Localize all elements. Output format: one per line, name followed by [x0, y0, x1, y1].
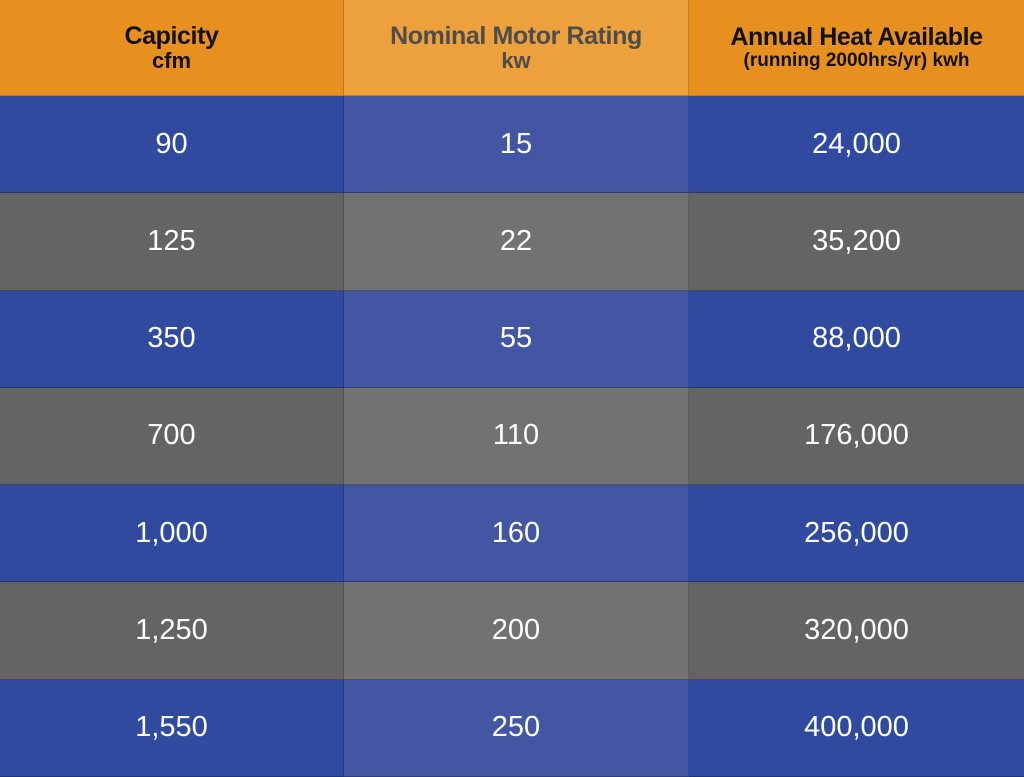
- cell-capacity: 90: [0, 96, 344, 194]
- header-annual-heat-label: Annual Heat Available: [730, 23, 983, 52]
- cell-annual-heat: 24,000: [689, 96, 1024, 194]
- cell-capacity: 1,550: [0, 679, 344, 777]
- header-motor-rating: Nominal Motor Rating kw: [344, 0, 689, 96]
- header-annual-heat: Annual Heat Available (running 2000hrs/y…: [689, 0, 1024, 96]
- cell-annual-heat: 35,200: [689, 193, 1024, 291]
- cell-annual-heat: 176,000: [689, 387, 1024, 486]
- cell-motor-rating: 55: [344, 290, 689, 388]
- header-capacity-label: Capicity: [124, 21, 219, 50]
- cell-motor-rating: 250: [344, 679, 689, 777]
- header-motor-rating-unit: kw: [501, 48, 531, 74]
- cell-capacity: 125: [0, 193, 344, 291]
- cell-annual-heat: 88,000: [689, 290, 1024, 388]
- cell-annual-heat: 400,000: [689, 679, 1024, 777]
- header-annual-heat-unit: (running 2000hrs/yr) kwh: [743, 49, 970, 71]
- header-motor-rating-label: Nominal Motor Rating: [390, 21, 642, 50]
- header-capacity: Capicity cfm: [0, 0, 344, 96]
- cell-capacity: 1,000: [0, 485, 344, 583]
- cell-motor-rating: 15: [344, 96, 689, 194]
- cell-annual-heat: 256,000: [689, 485, 1024, 583]
- cell-motor-rating: 22: [344, 193, 689, 291]
- header-capacity-unit: cfm: [151, 48, 192, 74]
- cell-annual-heat: 320,000: [689, 582, 1024, 680]
- cell-capacity: 700: [0, 387, 344, 486]
- cell-capacity: 350: [0, 290, 344, 388]
- cell-capacity: 1,250: [0, 582, 344, 680]
- cell-motor-rating: 160: [344, 485, 689, 583]
- cell-motor-rating: 110: [344, 387, 689, 486]
- cell-motor-rating: 200: [344, 582, 689, 680]
